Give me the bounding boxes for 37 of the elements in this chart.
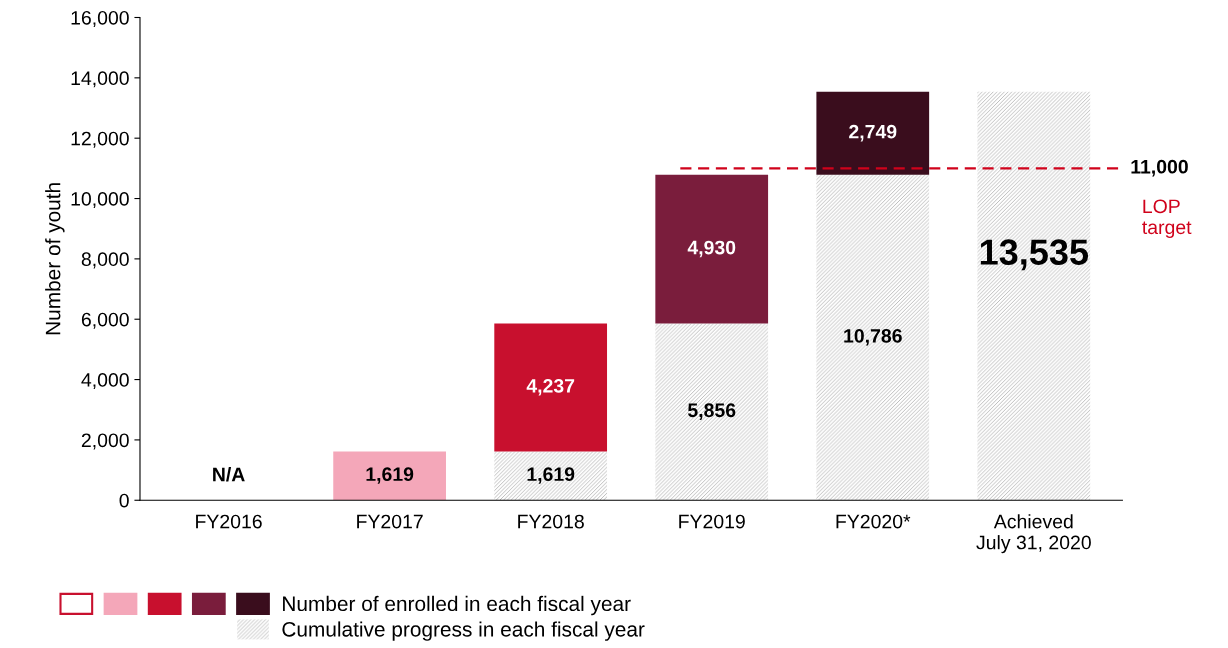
y-tick-label: 12,000 <box>71 131 129 148</box>
x-tick-label: FY2018 <box>518 514 584 529</box>
x-tick-label: FY2020* <box>836 514 911 529</box>
bar <box>333 451 446 501</box>
x-tick-label: FY2017 <box>357 514 423 529</box>
data-label: 13,535 <box>980 239 1089 271</box>
bar <box>655 174 769 324</box>
data-label: 5,856 <box>687 403 736 420</box>
legend-label: Number of enrolled in each fiscal year <box>283 595 631 616</box>
y-tick-label: 0 <box>119 493 129 508</box>
data-label: 1,619 <box>527 467 575 484</box>
x-tick-label: Achieved July 31, 2020 <box>976 514 1091 554</box>
y-tick-label: 6,000 <box>81 312 129 329</box>
y-tick-label: 8,000 <box>81 252 129 269</box>
bar <box>655 323 769 501</box>
data-label: 4,930 <box>687 240 736 258</box>
y-tick-label: 2,000 <box>81 433 129 450</box>
x-tick-label: FY2016 <box>196 514 262 529</box>
y-axis-title: Number of youth <box>45 183 65 335</box>
bar <box>816 174 930 501</box>
data-label: 4,237 <box>526 378 575 396</box>
bar <box>977 91 1091 501</box>
y-tick-label: 14,000 <box>71 71 129 88</box>
bar <box>494 451 608 501</box>
legend-label: Cumulative progress in each fiscal year <box>282 621 645 641</box>
ref-line-label: 11,000 <box>1131 159 1188 177</box>
y-tick-label: 10,000 <box>71 192 129 209</box>
y-tick-label: 4,000 <box>81 373 129 390</box>
data-label: 2,749 <box>849 124 897 142</box>
y-tick-label: 16,000 <box>71 10 129 28</box>
bar <box>494 323 608 452</box>
text: LOP target <box>1142 199 1192 238</box>
bar <box>816 91 930 175</box>
x-tick-label: FY2019 <box>679 514 745 529</box>
data-label: 1,619 <box>366 467 414 484</box>
data-label: 10,786 <box>844 328 902 346</box>
text: N/A <box>213 467 245 482</box>
